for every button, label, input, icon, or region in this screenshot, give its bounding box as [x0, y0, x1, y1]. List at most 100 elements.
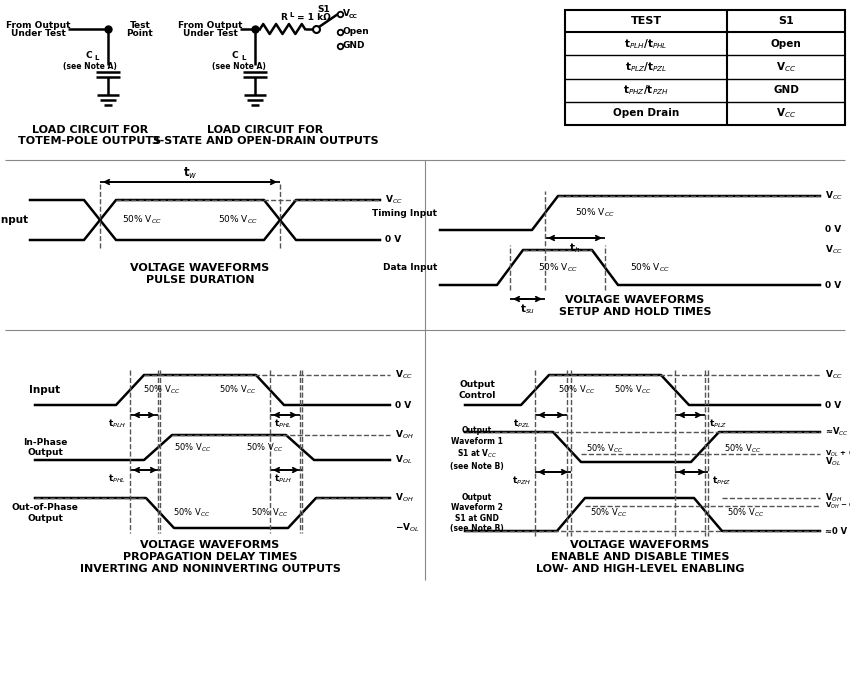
Text: t$_{PLH}$/t$_{PHL}$: t$_{PLH}$/t$_{PHL}$ — [625, 37, 668, 50]
Text: LOAD CIRCUIT FOR: LOAD CIRCUIT FOR — [207, 125, 323, 135]
Text: V$_{OH}$: V$_{OH}$ — [825, 492, 842, 504]
Text: 50% V$_{CC}$: 50% V$_{CC}$ — [537, 261, 577, 274]
Text: L: L — [289, 12, 293, 18]
Text: 50% V$_{CC}$: 50% V$_{CC}$ — [218, 214, 258, 226]
Text: In-Phase
Output: In-Phase Output — [23, 438, 67, 457]
Text: 0 V: 0 V — [825, 401, 842, 410]
Text: 50% V$_{CC}$: 50% V$_{CC}$ — [219, 384, 257, 396]
Text: Output
Waveform 2
S1 at GND
(see Note B): Output Waveform 2 S1 at GND (see Note B) — [450, 493, 504, 533]
Text: 50% V$_{CC}$: 50% V$_{CC}$ — [558, 384, 596, 396]
Text: ≈0 V: ≈0 V — [825, 526, 847, 535]
Text: V$_{CC}$: V$_{CC}$ — [776, 60, 796, 74]
Text: t$_{su}$: t$_{su}$ — [520, 302, 535, 316]
Text: V$_{CC}$: V$_{CC}$ — [385, 194, 403, 206]
Text: 0 V: 0 V — [825, 280, 842, 289]
Bar — [565, 10, 845, 125]
Text: V$_{CC}$: V$_{CC}$ — [825, 369, 843, 381]
Text: 50% V$_{CC}$: 50% V$_{CC}$ — [252, 507, 289, 519]
Text: 50% V$_{CC}$: 50% V$_{CC}$ — [630, 261, 670, 274]
Text: 50% V$_{CC}$: 50% V$_{CC}$ — [144, 384, 181, 396]
Text: V$_{CC}$: V$_{CC}$ — [776, 106, 796, 120]
Text: 0 V: 0 V — [385, 236, 401, 245]
Text: SETUP AND HOLD TIMES: SETUP AND HOLD TIMES — [558, 307, 711, 317]
Text: 50% V$_{CC}$: 50% V$_{CC}$ — [122, 214, 162, 226]
Text: C: C — [85, 50, 92, 59]
Text: t$_{PLZ}$/t$_{PZL}$: t$_{PLZ}$/t$_{PZL}$ — [625, 60, 667, 74]
Text: From Output: From Output — [6, 20, 71, 29]
Text: GND: GND — [343, 41, 366, 50]
Text: Out-of-Phase
Output: Out-of-Phase Output — [12, 503, 78, 523]
Text: L: L — [94, 55, 99, 61]
Text: LOAD CIRCUIT FOR: LOAD CIRCUIT FOR — [31, 125, 148, 135]
Text: t$_{PHZ}$: t$_{PHZ}$ — [712, 475, 731, 487]
Text: Under Test: Under Test — [10, 29, 65, 38]
Text: (see Note A): (see Note A) — [212, 62, 266, 71]
Text: Input: Input — [0, 215, 28, 225]
Text: Under Test: Under Test — [183, 29, 237, 38]
Text: Input: Input — [30, 385, 60, 395]
Text: 50% V$_{CC}$: 50% V$_{CC}$ — [174, 441, 212, 454]
Text: t$_{PHL}$: t$_{PHL}$ — [108, 473, 126, 485]
Text: LOW- AND HIGH-LEVEL ENABLING: LOW- AND HIGH-LEVEL ENABLING — [536, 564, 745, 574]
Text: TOTEM-POLE OUTPUTS: TOTEM-POLE OUTPUTS — [19, 136, 162, 146]
Text: t$_{PHL}$: t$_{PHL}$ — [274, 418, 292, 431]
Text: 50% V$_{CC}$: 50% V$_{CC}$ — [575, 207, 615, 219]
Text: VOLTAGE WAVEFORMS: VOLTAGE WAVEFORMS — [570, 540, 710, 550]
Text: t$_h$: t$_h$ — [570, 241, 581, 255]
Text: t$_w$: t$_w$ — [183, 166, 197, 180]
Text: PULSE DURATION: PULSE DURATION — [145, 275, 254, 285]
Text: 0 V: 0 V — [825, 226, 842, 234]
Text: 50% V$_{CC}$: 50% V$_{CC}$ — [591, 507, 627, 519]
Text: Output
Waveform 1
S1 at V$_{CC}$
(see Note B): Output Waveform 1 S1 at V$_{CC}$ (see No… — [450, 426, 504, 470]
Text: INVERTING AND NONINVERTING OUTPUTS: INVERTING AND NONINVERTING OUTPUTS — [80, 564, 341, 574]
Text: 3-STATE AND OPEN-DRAIN OUTPUTS: 3-STATE AND OPEN-DRAIN OUTPUTS — [151, 136, 378, 146]
Text: VOLTAGE WAVEFORMS: VOLTAGE WAVEFORMS — [565, 295, 705, 305]
Text: t$_{PLH}$: t$_{PLH}$ — [108, 418, 126, 431]
Text: Test: Test — [129, 20, 150, 29]
Text: V$_{CC}$: V$_{CC}$ — [825, 189, 843, 202]
Text: 50% V$_{CC}$: 50% V$_{CC}$ — [615, 384, 652, 396]
Text: GND: GND — [774, 85, 799, 95]
Text: ENABLE AND DISABLE TIMES: ENABLE AND DISABLE TIMES — [551, 552, 729, 562]
Text: V$_{OL}$ + 0.3 V: V$_{OL}$ + 0.3 V — [825, 449, 850, 459]
Text: −V$_{OL}$: −V$_{OL}$ — [395, 521, 420, 534]
Text: t$_{PLZ}$: t$_{PLZ}$ — [709, 418, 728, 431]
Text: Point: Point — [127, 29, 153, 38]
Text: Output
Control: Output Control — [458, 380, 496, 400]
Text: t$_{PZH}$: t$_{PZH}$ — [512, 475, 531, 487]
Text: 50% V$_{CC}$: 50% V$_{CC}$ — [586, 442, 624, 455]
Text: Data Input: Data Input — [382, 263, 437, 272]
Text: V$_{CC}$: V$_{CC}$ — [825, 244, 843, 257]
Text: VOLTAGE WAVEFORMS: VOLTAGE WAVEFORMS — [130, 263, 269, 273]
Text: Open Drain: Open Drain — [613, 108, 679, 118]
Text: From Output: From Output — [178, 20, 242, 29]
Text: C: C — [231, 50, 238, 59]
Text: Open: Open — [771, 38, 802, 49]
Text: S1: S1 — [318, 4, 331, 13]
Text: V$_{OL}$: V$_{OL}$ — [395, 454, 412, 466]
Text: V: V — [343, 10, 350, 18]
Text: CC: CC — [349, 15, 358, 20]
Text: Timing Input: Timing Input — [372, 208, 437, 217]
Text: 0 V: 0 V — [395, 401, 411, 410]
Text: V$_{CC}$: V$_{CC}$ — [395, 369, 413, 381]
Text: = 1 kΩ: = 1 kΩ — [297, 13, 331, 22]
Text: TEST: TEST — [631, 16, 662, 26]
Text: V$_{OH}$: V$_{OH}$ — [395, 428, 414, 441]
Text: Open: Open — [343, 27, 370, 36]
Text: S1: S1 — [779, 16, 794, 26]
Text: V$_{OH}$ − 0.3 V: V$_{OH}$ − 0.3 V — [825, 501, 850, 511]
Text: 50% V$_{CC}$: 50% V$_{CC}$ — [246, 441, 284, 454]
Text: t$_{PZL}$: t$_{PZL}$ — [513, 418, 531, 431]
Text: 50% V$_{CC}$: 50% V$_{CC}$ — [724, 442, 762, 455]
Text: (see Note A): (see Note A) — [63, 62, 117, 71]
Text: 50% V$_{CC}$: 50% V$_{CC}$ — [728, 507, 765, 519]
Text: V$_{OL}$: V$_{OL}$ — [825, 456, 842, 468]
Text: 50% V$_{CC}$: 50% V$_{CC}$ — [173, 507, 211, 519]
Text: L: L — [241, 55, 246, 61]
Text: VOLTAGE WAVEFORMS: VOLTAGE WAVEFORMS — [140, 540, 280, 550]
Text: t$_{PLH}$: t$_{PLH}$ — [274, 473, 292, 485]
Text: t$_{PHZ}$/t$_{PZH}$: t$_{PHZ}$/t$_{PZH}$ — [623, 83, 669, 97]
Text: V$_{OH}$: V$_{OH}$ — [395, 492, 414, 504]
Text: PROPAGATION DELAY TIMES: PROPAGATION DELAY TIMES — [122, 552, 298, 562]
